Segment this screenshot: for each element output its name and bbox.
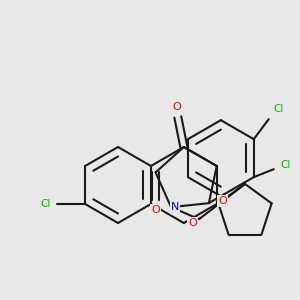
Text: O: O (151, 206, 160, 215)
Text: N: N (171, 202, 179, 212)
Text: Cl: Cl (280, 160, 291, 170)
Text: Cl: Cl (274, 104, 284, 114)
Text: O: O (188, 218, 197, 228)
Text: O: O (172, 102, 181, 112)
Text: Cl: Cl (40, 199, 50, 209)
Text: O: O (218, 196, 227, 206)
